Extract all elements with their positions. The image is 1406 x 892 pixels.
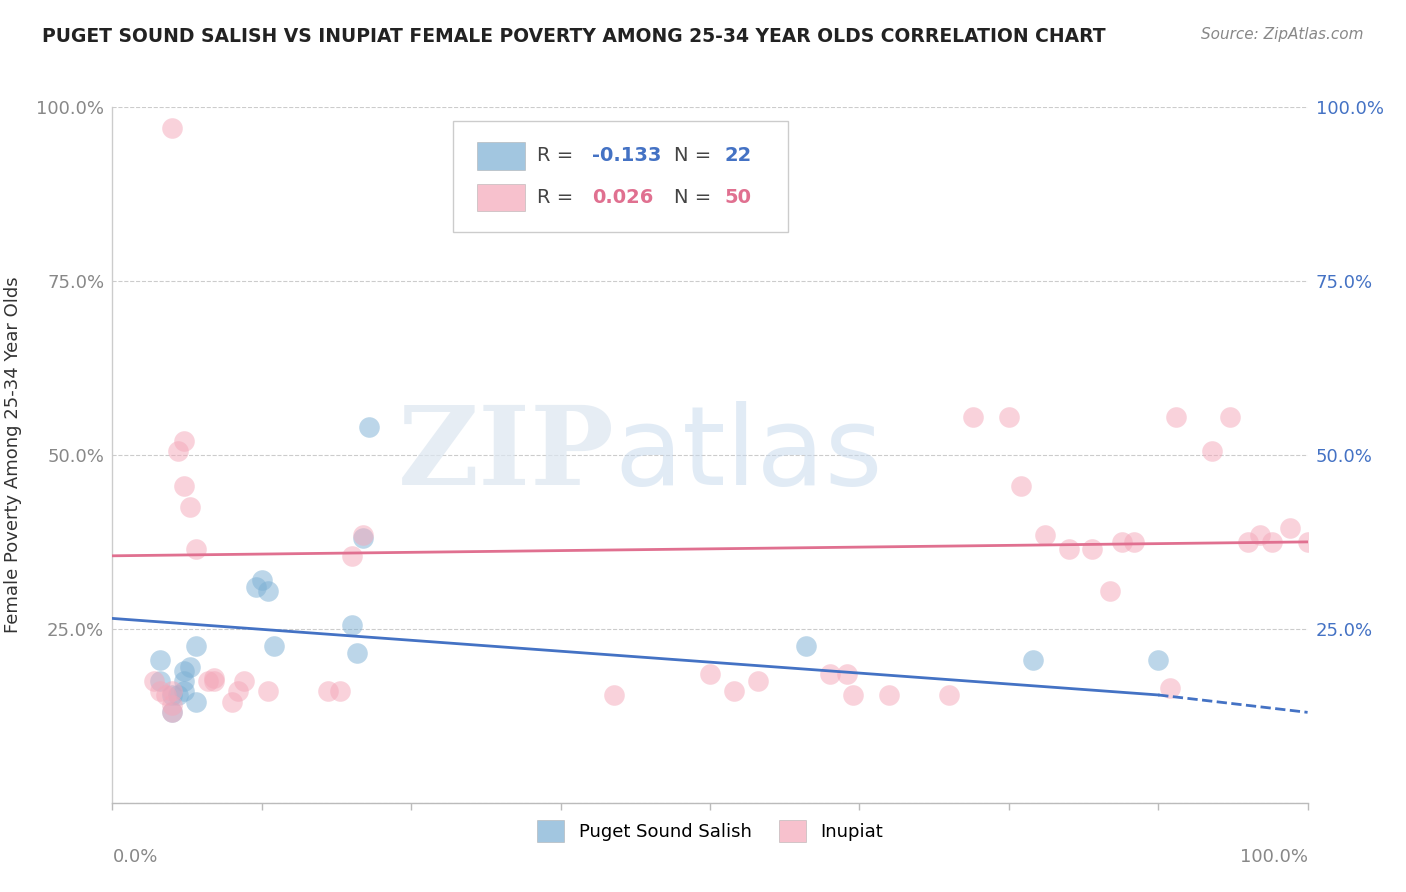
Text: PUGET SOUND SALISH VS INUPIAT FEMALE POVERTY AMONG 25-34 YEAR OLDS CORRELATION C: PUGET SOUND SALISH VS INUPIAT FEMALE POV… bbox=[42, 27, 1105, 45]
Point bbox=[329, 684, 352, 698]
Point bbox=[1249, 528, 1271, 542]
Point bbox=[162, 684, 183, 698]
Point bbox=[603, 688, 626, 702]
Point bbox=[257, 684, 280, 698]
Point bbox=[202, 671, 225, 685]
Text: 50: 50 bbox=[724, 188, 751, 207]
Point bbox=[245, 580, 267, 594]
Point bbox=[149, 674, 172, 689]
Text: 100.0%: 100.0% bbox=[1240, 848, 1308, 866]
Point bbox=[173, 674, 195, 689]
Point bbox=[179, 660, 201, 674]
Point bbox=[879, 688, 901, 702]
Point bbox=[233, 674, 256, 689]
Point bbox=[149, 684, 172, 698]
Point bbox=[699, 667, 721, 681]
Point bbox=[173, 684, 195, 698]
Point bbox=[250, 573, 273, 587]
Point bbox=[202, 674, 225, 689]
Text: 0.0%: 0.0% bbox=[112, 848, 157, 866]
Point bbox=[837, 667, 859, 681]
Point bbox=[1099, 583, 1122, 598]
Point bbox=[155, 688, 177, 702]
Point bbox=[1296, 534, 1319, 549]
Legend: Puget Sound Salish, Inupiat: Puget Sound Salish, Inupiat bbox=[530, 813, 890, 849]
Point bbox=[1159, 681, 1181, 695]
Point bbox=[162, 698, 183, 713]
Point bbox=[1201, 444, 1223, 458]
Point bbox=[197, 674, 219, 689]
Point bbox=[167, 444, 190, 458]
FancyBboxPatch shape bbox=[477, 184, 524, 211]
FancyBboxPatch shape bbox=[477, 142, 524, 169]
Point bbox=[1147, 653, 1170, 667]
Point bbox=[842, 688, 865, 702]
Text: N =: N = bbox=[675, 188, 717, 207]
Text: atlas: atlas bbox=[614, 401, 883, 508]
Point bbox=[723, 684, 745, 698]
Text: Source: ZipAtlas.com: Source: ZipAtlas.com bbox=[1201, 27, 1364, 42]
Text: ZIP: ZIP bbox=[398, 401, 614, 508]
Point bbox=[1081, 541, 1104, 556]
Point bbox=[1057, 541, 1080, 556]
Point bbox=[340, 618, 363, 632]
Point bbox=[346, 646, 368, 660]
Point bbox=[794, 639, 817, 653]
Point bbox=[1123, 534, 1146, 549]
Point bbox=[186, 541, 208, 556]
Point bbox=[747, 674, 769, 689]
Point bbox=[186, 639, 208, 653]
Point bbox=[352, 528, 374, 542]
Point bbox=[359, 420, 381, 434]
Point bbox=[173, 664, 195, 678]
Point bbox=[257, 583, 280, 598]
Text: R =: R = bbox=[537, 146, 579, 165]
Text: -0.133: -0.133 bbox=[592, 146, 661, 165]
Point bbox=[226, 684, 249, 698]
Point bbox=[1261, 534, 1284, 549]
Point bbox=[1022, 653, 1045, 667]
Text: 0.026: 0.026 bbox=[592, 188, 654, 207]
Point bbox=[162, 706, 183, 720]
Point bbox=[186, 695, 208, 709]
Point bbox=[173, 434, 195, 448]
Point bbox=[263, 639, 285, 653]
Point bbox=[173, 479, 195, 493]
Point bbox=[1278, 521, 1301, 535]
Point bbox=[167, 688, 190, 702]
Point bbox=[1166, 409, 1188, 424]
Point bbox=[962, 409, 984, 424]
Point bbox=[1010, 479, 1032, 493]
Point bbox=[1219, 409, 1241, 424]
Point bbox=[162, 688, 183, 702]
Point bbox=[162, 706, 183, 720]
Point bbox=[818, 667, 841, 681]
Point bbox=[998, 409, 1021, 424]
Y-axis label: Female Poverty Among 25-34 Year Olds: Female Poverty Among 25-34 Year Olds bbox=[4, 277, 22, 633]
Point bbox=[143, 674, 166, 689]
Point bbox=[149, 653, 172, 667]
Point bbox=[1033, 528, 1056, 542]
Point bbox=[1237, 534, 1260, 549]
Point bbox=[352, 532, 374, 546]
Point bbox=[938, 688, 960, 702]
Point bbox=[316, 684, 339, 698]
FancyBboxPatch shape bbox=[453, 121, 787, 232]
Text: 22: 22 bbox=[724, 146, 752, 165]
Point bbox=[162, 120, 183, 135]
Point bbox=[221, 695, 243, 709]
Point bbox=[1111, 534, 1133, 549]
Point bbox=[340, 549, 363, 563]
Text: N =: N = bbox=[675, 146, 717, 165]
Text: R =: R = bbox=[537, 188, 579, 207]
Point bbox=[179, 500, 201, 514]
